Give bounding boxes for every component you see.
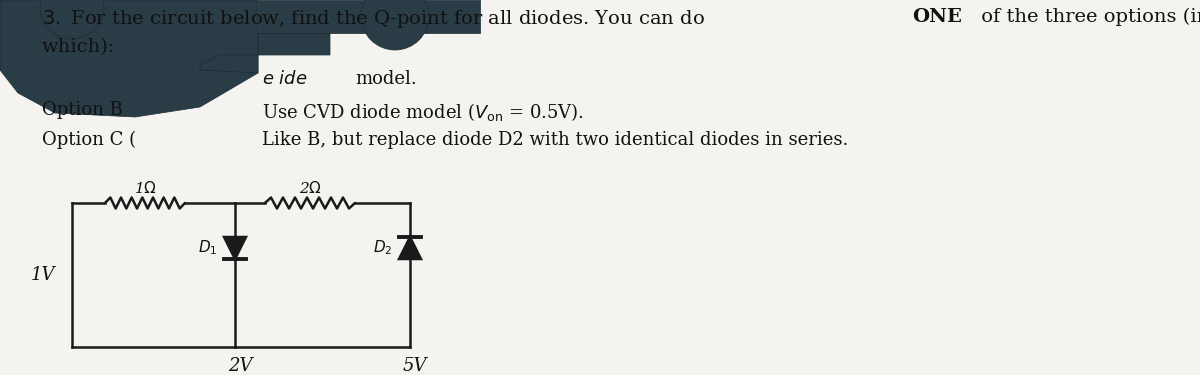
Polygon shape — [200, 33, 330, 73]
Text: which):: which): — [42, 38, 115, 56]
Text: Option B: Option B — [42, 101, 122, 119]
Text: $\it{e}$ $\it{ide}$: $\it{e}$ $\it{ide}$ — [262, 70, 307, 88]
Text: Like B, but replace diode D2 with two identical diodes in series.: Like B, but replace diode D2 with two id… — [262, 131, 848, 149]
Text: $D_1$: $D_1$ — [198, 238, 217, 257]
Polygon shape — [398, 237, 421, 259]
Text: Use CVD diode model ($V_{\rm on}$ = 0.5V).: Use CVD diode model ($V_{\rm on}$ = 0.5V… — [262, 101, 584, 123]
Text: model.: model. — [355, 70, 416, 88]
Circle shape — [361, 0, 430, 50]
Text: Option C (: Option C ( — [42, 131, 136, 149]
Text: ONE: ONE — [912, 8, 962, 26]
Text: $\it{3.}$ For the circuit below, find the Q-point for all diodes. You can do: $\it{3.}$ For the circuit below, find th… — [42, 8, 706, 30]
Text: 2V: 2V — [228, 357, 252, 375]
Text: 1$\Omega$: 1$\Omega$ — [133, 180, 156, 196]
Circle shape — [40, 0, 104, 39]
Polygon shape — [258, 0, 480, 33]
Text: 2$\Omega$: 2$\Omega$ — [299, 180, 322, 196]
Polygon shape — [224, 237, 246, 259]
Text: 5V: 5V — [403, 357, 427, 375]
Polygon shape — [0, 0, 258, 117]
Text: 1V: 1V — [30, 266, 55, 284]
Text: of the three options (indicate: of the three options (indicate — [974, 8, 1200, 26]
Text: $D_2$: $D_2$ — [372, 238, 392, 257]
